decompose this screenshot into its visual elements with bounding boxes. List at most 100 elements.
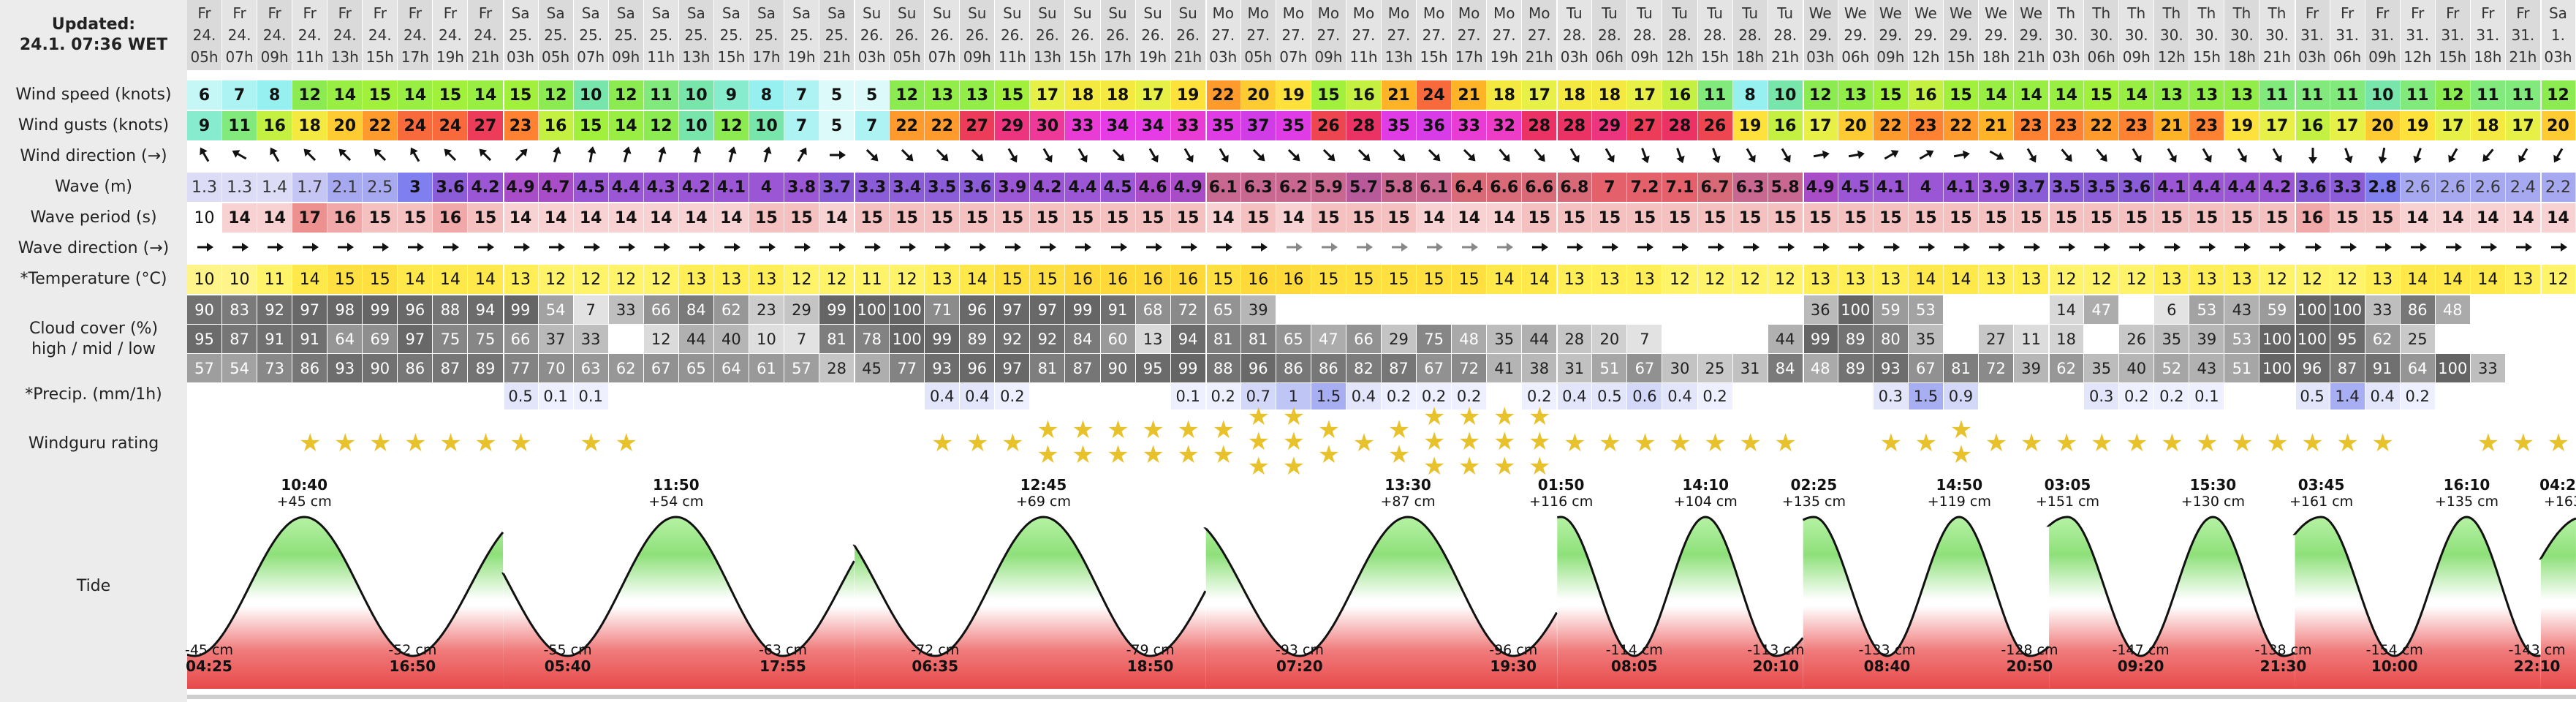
- precip-cell: 0.6: [1627, 383, 1663, 410]
- day-hour: 06h: [1595, 48, 1624, 66]
- day-hour: 19h: [787, 48, 816, 66]
- wave-arrow-icon: [300, 238, 319, 260]
- wind-arrow-icon: [1882, 146, 1901, 167]
- label-tide: Tide: [76, 577, 111, 595]
- precip-cell: [2224, 383, 2260, 410]
- wave-height-cell: 3.5: [2084, 173, 2120, 202]
- cloud-low-cell: 64: [713, 354, 749, 383]
- wind-gust-cell: 20: [1838, 111, 1874, 140]
- tide-low-label: -133 cm 08:40: [1858, 642, 1915, 675]
- wind-arrow-icon: [1144, 146, 1163, 167]
- precip-cell: [2540, 383, 2576, 410]
- day-hour: 07h: [1279, 48, 1308, 66]
- date-header-cell: We 29. 03h: [1803, 0, 1838, 70]
- temperature-cell: 12: [538, 265, 574, 294]
- wave-arrow-icon: [406, 238, 425, 260]
- cloud-mid-cell: 81: [1205, 325, 1241, 354]
- precip-cell: 0.1: [573, 383, 609, 410]
- temperature-cell: 13: [1838, 265, 1874, 294]
- cloud-low-cell: 90: [363, 354, 398, 383]
- date-header-cell: Sa 25. 17h: [749, 0, 784, 70]
- wave-period-cell: 15: [2330, 203, 2365, 233]
- wave-direction-cell: [1205, 234, 1241, 263]
- cloud-low-cell: 52: [2154, 354, 2190, 383]
- wave-period-cell: 15: [363, 203, 398, 233]
- wind-speed-cell: 7: [222, 80, 258, 110]
- cloud-high-cell: [2540, 295, 2576, 325]
- cloud-mid-cell: 100: [2295, 325, 2330, 354]
- cloud-mid-cell: 66: [503, 325, 539, 354]
- day-name: Su: [898, 4, 917, 22]
- cloud-low-cell: 67: [1627, 354, 1663, 383]
- cloud-low-cell: 90: [1100, 354, 1136, 383]
- cloud-high-cell: 72: [1170, 295, 1206, 325]
- day-name: Tu: [1601, 4, 1618, 22]
- wave-arrow-icon: [722, 238, 741, 260]
- precip-cell: 1.4: [2330, 383, 2365, 410]
- temperature-cell: 12: [2295, 265, 2330, 294]
- wind-gust-cell: 22: [1943, 111, 1979, 140]
- wave-direction-cell: [1100, 234, 1136, 263]
- cloud-high-cell: 100: [855, 295, 890, 325]
- rating-star-icon: ★: [1704, 429, 1727, 458]
- cloud-low-cell: 67: [1908, 354, 1944, 383]
- wave-direction-cell: [1908, 234, 1944, 263]
- day-name: Tu: [1637, 4, 1653, 22]
- cloud-mid-cell: 95: [2330, 325, 2365, 354]
- wave-height-cell: 4.2: [678, 173, 714, 202]
- cloud-low-cell: 72: [1452, 354, 1488, 383]
- date-header-cell: Sa 25. 07h: [573, 0, 609, 70]
- temperature-cell: 12: [890, 265, 925, 294]
- tide-height: +135 cm: [1781, 494, 1846, 510]
- temperature-cell: 10: [222, 265, 258, 294]
- precip-cell: 0.2: [1382, 383, 1417, 410]
- label-windguru-rating: Windguru rating: [28, 434, 159, 453]
- day-name: Mo: [1387, 4, 1410, 22]
- tide-area: [503, 517, 855, 689]
- wind-gust-cell: 23: [503, 111, 539, 140]
- day-date: 27.: [1457, 26, 1481, 44]
- tide-time: 14:10: [1682, 476, 1730, 494]
- wave-direction-cell: [1838, 234, 1874, 263]
- day-name: Th: [2057, 4, 2076, 22]
- wave-arrow-icon: [1355, 238, 1374, 260]
- wave-arrow-icon: [652, 238, 671, 260]
- wind-arrow-icon: [1565, 146, 1584, 167]
- day-hour: 18h: [1982, 48, 2010, 66]
- row-labels-column: Updated: 24.1. 07:36 WET Wind speed (kno…: [0, 0, 187, 702]
- wind-arrow-icon: [582, 146, 601, 167]
- wind-speed-cell: 12: [608, 80, 644, 110]
- day-date: 27.: [1422, 26, 1446, 44]
- day-date: 31.: [2336, 26, 2359, 44]
- day-date: 27.: [1387, 26, 1411, 44]
- temperature-cell: 12: [1732, 265, 1768, 294]
- temperature-cell: 13: [1979, 265, 2015, 294]
- wind-gust-cell: 21: [2154, 111, 2190, 140]
- precip-cell: [1100, 383, 1136, 410]
- day-hour: 06h: [2333, 48, 2362, 66]
- day-date: 26.: [1036, 26, 1059, 44]
- wind-speed-cell: 11: [2330, 80, 2365, 110]
- date-header-cell: Th 30. 18h: [2224, 0, 2260, 70]
- cloud-high-cell: 86: [2400, 295, 2436, 325]
- wave-arrow-icon: [1003, 238, 1022, 260]
- cloud-high-cell: 54: [538, 295, 574, 325]
- cloud-mid-cell: 89: [960, 325, 996, 354]
- wind-speed-cell: 17: [1135, 80, 1171, 110]
- wind-arrow-icon: [1635, 146, 1654, 167]
- cloud-high-cell: 66: [643, 295, 679, 325]
- temperature-cell: 14: [1943, 265, 1979, 294]
- cloud-mid-cell: 25: [2400, 325, 2436, 354]
- day-name: Mo: [1352, 4, 1375, 22]
- cloud-mid-cell: 33: [573, 325, 609, 354]
- wind-gust-cell: 18: [2470, 111, 2506, 140]
- tide-height: -133 cm: [1858, 642, 1916, 658]
- tide-height: +161 cm: [2289, 494, 2354, 510]
- tide-time: 12:45: [1020, 476, 1067, 494]
- day-name: Su: [933, 4, 952, 22]
- wind-direction-cell: [187, 142, 223, 171]
- wave-arrow-icon: [1776, 238, 1795, 260]
- wave-direction-cell: [643, 234, 679, 263]
- wind-arrow-icon: [476, 146, 495, 167]
- wind-gust-cell: 22: [363, 111, 398, 140]
